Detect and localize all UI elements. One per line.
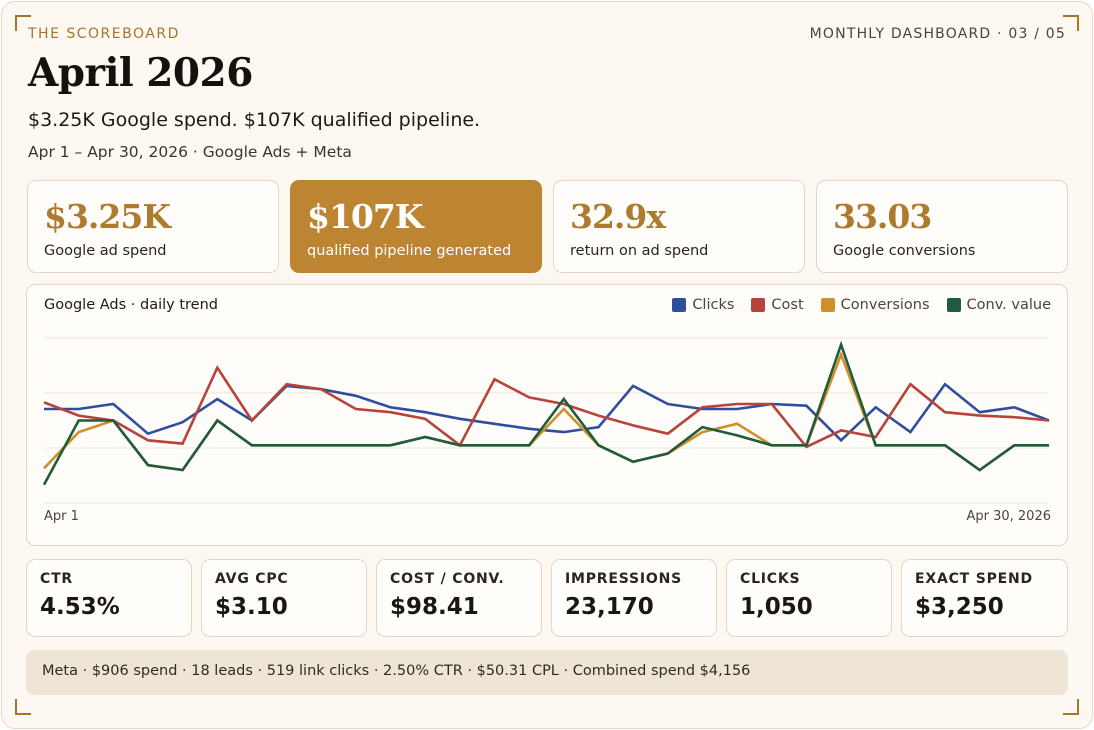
legend-item-conv-value: Conv. value [946,297,1051,313]
date-range: Apr 1 – Apr 30, 2026 · Google Ads + Meta [28,143,352,161]
stat-label: CLICKS [740,571,801,587]
stat-value: 4.53% [40,594,120,620]
stat-value: $3.10 [215,594,288,620]
legend-swatch [820,298,835,312]
page-title: April 2026 [28,50,253,96]
legend-swatch [672,298,687,312]
kpi-card-pipeline: $107K qualified pipeline generated [290,180,542,273]
legend-label: Clicks [692,297,735,313]
legend-swatch [946,298,961,312]
kpi-card-spend: $3.25K Google ad spend [27,180,279,273]
stat-label: COST / CONV. [390,571,505,587]
kpi-label: return on ad spend [570,243,709,259]
legend-swatch [751,298,766,312]
stat-card-clicks: CLICKS 1,050 [726,559,892,637]
stat-card-cost-per-conv: COST / CONV. $98.41 [376,559,542,637]
kpi-card-conversions: 33.03 Google conversions [816,180,1068,273]
legend-label: Conversions [840,297,930,313]
meta-summary-bar: Meta · $906 spend · 18 leads · 519 link … [26,650,1068,695]
legend-item-clicks: Clicks [672,297,734,313]
corner-mark-top-left [15,15,31,31]
kpi-label: qualified pipeline generated [307,243,512,259]
kpi-value: 33.03 [833,197,932,236]
legend-item-conversions: Conversions [820,297,930,313]
kpi-label: Google ad spend [44,243,167,259]
stat-value: $3,250 [915,594,1004,620]
kpi-value: 32.9x [570,197,666,236]
chart-legend: Clicks Cost Conversions Conv. value [672,297,1051,313]
kpi-value: $3.25K [44,197,171,236]
trend-chart: Google Ads · daily trend Clicks Cost Con… [26,284,1068,546]
stat-card-exact-spend: EXACT SPEND $3,250 [901,559,1068,637]
stat-label: IMPRESSIONS [565,571,682,587]
kpi-label: Google conversions [833,243,976,259]
legend-label: Conv. value [966,297,1051,313]
series-line-conv-value [42,340,1049,486]
stat-card-impressions: IMPRESSIONS 23,170 [551,559,717,637]
kpi-value: $107K [307,197,424,236]
kpi-card-roas: 32.9x return on ad spend [553,180,805,273]
corner-mark-top-right [1063,15,1079,31]
page-subtitle: $3.25K Google spend. $107K qualified pip… [28,109,481,131]
deck-meta: MONTHLY DASHBOARD · 03 / 05 [809,26,1066,42]
series-line-cost [43,365,1050,449]
chart-title: Google Ads · daily trend [44,297,218,313]
kicker: THE SCOREBOARD [28,26,180,42]
series-line-clicks [44,382,1050,443]
legend-label: Cost [771,297,804,313]
meta-summary-text: Meta · $906 spend · 18 leads · 519 link … [42,663,751,679]
stat-label: AVG CPC [215,571,289,587]
stat-value: 23,170 [565,594,654,620]
chart-plot [42,337,1050,504]
corner-mark-bottom-right [1063,699,1079,715]
corner-mark-bottom-left [15,699,31,715]
x-axis-end-label: Apr 30, 2026 [966,509,1051,524]
stat-card-ctr: CTR 4.53% [26,559,192,637]
stat-label: CTR [40,571,74,587]
stat-value: $98.41 [390,594,479,620]
stat-value: 1,050 [740,594,813,620]
x-axis-start-label: Apr 1 [44,509,79,524]
legend-item-cost: Cost [751,297,804,313]
stat-card-avg-cpc: AVG CPC $3.10 [201,559,367,637]
stat-label: EXACT SPEND [915,571,1033,587]
